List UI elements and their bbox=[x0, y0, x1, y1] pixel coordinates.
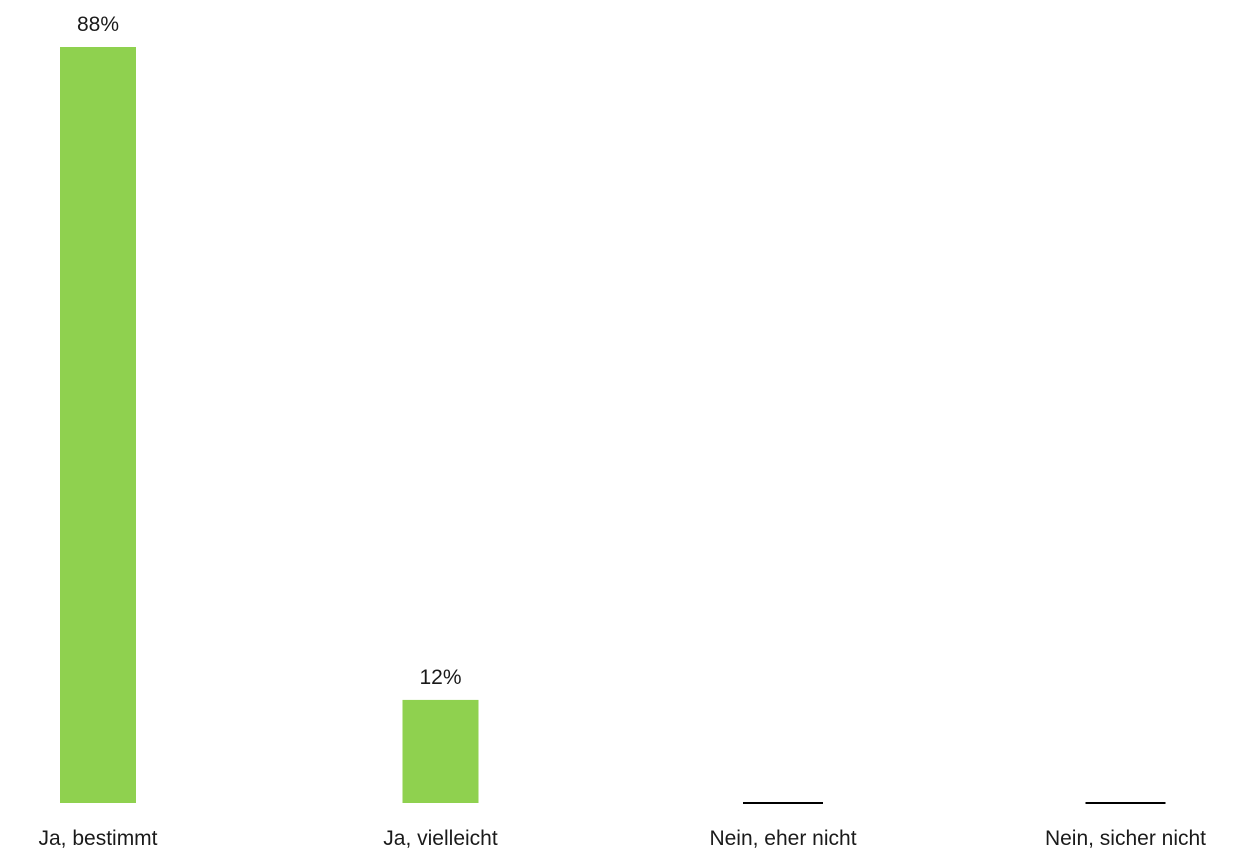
bar-1 bbox=[60, 47, 136, 803]
category-label-2: Ja, vielleicht bbox=[383, 827, 498, 850]
value-label-2: 12% bbox=[419, 666, 461, 689]
category-label-4: Nein, sicher nicht bbox=[1045, 827, 1206, 850]
value-label-1: 88% bbox=[77, 13, 119, 36]
category-label-3: Nein, eher nicht bbox=[709, 827, 856, 850]
bar-2 bbox=[402, 699, 479, 803]
bars-group bbox=[60, 47, 1166, 804]
category-label-1: Ja, bestimmt bbox=[38, 827, 157, 850]
value-labels-group: 88% 12% bbox=[77, 13, 462, 689]
category-labels-group: Ja, bestimmt Ja, vielleicht Nein, eher nic… bbox=[38, 827, 1206, 850]
